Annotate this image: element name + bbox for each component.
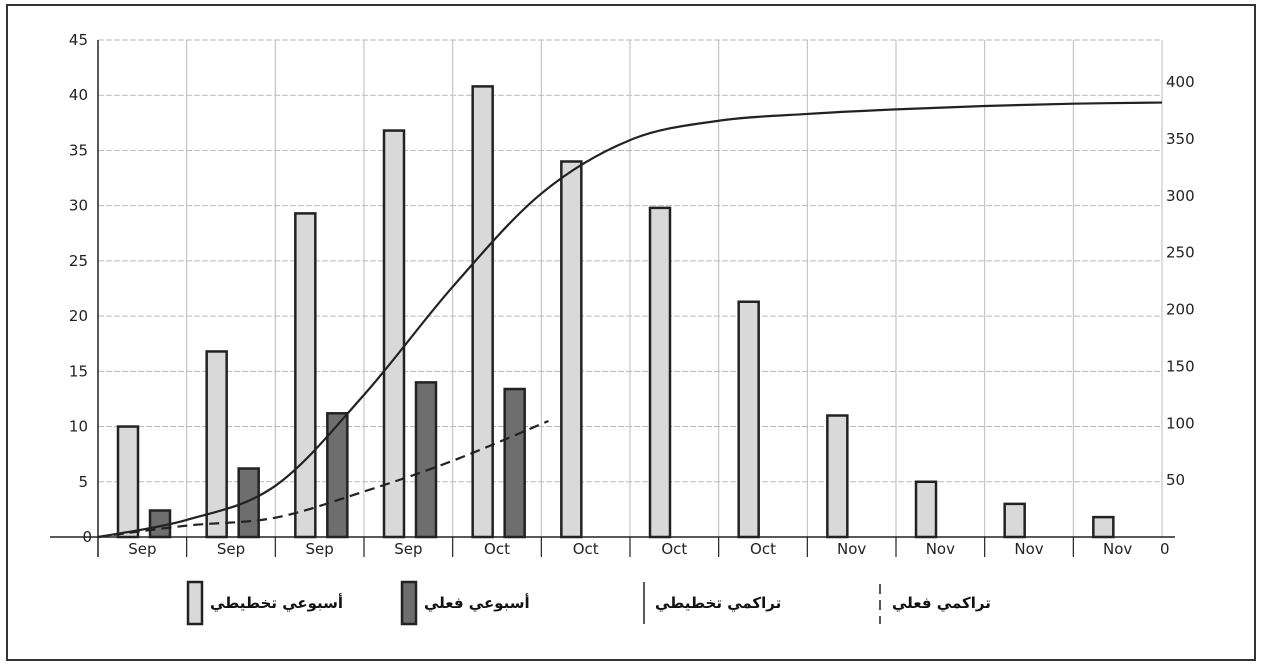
- category-label: Oct: [573, 540, 599, 558]
- planned-weekly-bar: [560, 160, 583, 539]
- actual-weekly-bar: [326, 412, 349, 539]
- category-label: Nov: [1103, 540, 1132, 558]
- left-tick-label: 35: [69, 141, 88, 159]
- left-tick-label: 10: [69, 418, 88, 436]
- right-tick-label: 100: [1166, 414, 1195, 432]
- actual-cumulative-line: [97, 419, 549, 539]
- category-label: Oct: [661, 540, 687, 558]
- right-tick-label: 250: [1166, 244, 1195, 262]
- chart-frame: [6, 4, 1256, 661]
- planned-weekly-bar: [737, 300, 760, 539]
- planned-weekly-bar: [116, 425, 140, 539]
- left-tick-label: 30: [69, 197, 88, 215]
- planned-weekly-bar: [205, 350, 228, 539]
- left-tick-label: 20: [69, 307, 88, 325]
- legend-swatch-actual-weekly: [400, 580, 418, 626]
- left-tick-label: 15: [69, 362, 88, 380]
- category-label: Sep: [394, 540, 422, 558]
- right-tick-label: 200: [1166, 301, 1195, 319]
- planned-weekly-bar: [382, 129, 406, 539]
- right-tick-label: 350: [1166, 130, 1195, 148]
- actual-weekly-bar: [237, 467, 260, 539]
- actual-weekly-bar: [414, 381, 438, 539]
- right-tick-label: 300: [1166, 187, 1195, 205]
- planned-weekly-bar: [826, 414, 849, 539]
- planned-cumulative-line: [97, 101, 1163, 539]
- actual-weekly-bar: [503, 387, 526, 539]
- left-tick-label: 0: [82, 528, 92, 546]
- right-tick-label: 50: [1166, 471, 1185, 489]
- category-label: Nov: [926, 540, 955, 558]
- right-tick-label: 150: [1166, 357, 1195, 375]
- planned-weekly-bar: [471, 85, 494, 539]
- left-tick-label: 25: [69, 252, 88, 270]
- category-label: Sep: [306, 540, 334, 558]
- legend-label-planned-cumulative: تراكمي تخطيطي: [655, 594, 781, 612]
- category-label: Nov: [837, 540, 866, 558]
- planned-weekly-bar: [648, 206, 672, 539]
- category-label: Sep: [217, 540, 245, 558]
- left-tick-label: 45: [69, 31, 88, 49]
- planned-weekly-bar: [294, 212, 317, 539]
- planned-weekly-bar: [1092, 515, 1115, 539]
- legend-label-planned-weekly: أسبوعي تخطيطي: [210, 593, 343, 612]
- category-label: Oct: [750, 540, 776, 558]
- right-tick-label: 400: [1166, 73, 1195, 91]
- left-tick-label: 5: [78, 473, 88, 491]
- right-tick-label: 0: [1160, 540, 1170, 558]
- legend-label-actual-weekly: أسبوعي فعلي: [424, 593, 530, 612]
- legend-label-actual-cumulative: تراكمي فعلي: [892, 594, 991, 612]
- left-tick-label: 40: [69, 86, 88, 104]
- category-label: Sep: [128, 540, 156, 558]
- planned-weekly-bar: [1003, 502, 1026, 539]
- planned-weekly-bar: [914, 480, 938, 539]
- category-label: Oct: [484, 540, 510, 558]
- category-label: Nov: [1014, 540, 1043, 558]
- legend-swatch-planned-weekly: [186, 580, 204, 626]
